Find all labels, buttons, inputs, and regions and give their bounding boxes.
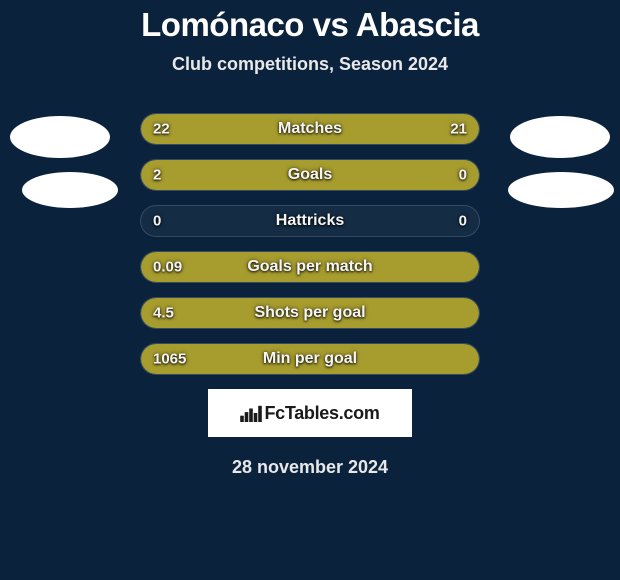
stat-row: 2 0 Goals bbox=[140, 159, 480, 191]
stat-row: 1065 Min per goal bbox=[140, 343, 480, 375]
stat-label: Min per goal bbox=[263, 350, 357, 368]
footer-date: 28 november 2024 bbox=[0, 457, 620, 478]
player-left-avatar-2 bbox=[22, 172, 118, 208]
stat-row: 0.09 Goals per match bbox=[140, 251, 480, 283]
player-right-avatar-1 bbox=[510, 116, 610, 158]
stat-row: 22 21 Matches bbox=[140, 113, 480, 145]
stat-row: 0 0 Hattricks bbox=[140, 205, 480, 237]
stat-label: Goals per match bbox=[247, 258, 372, 276]
value-left: 22 bbox=[153, 121, 170, 138]
value-right: 21 bbox=[450, 121, 467, 138]
logo-box: FcTables.com bbox=[208, 389, 412, 437]
player-right-avatar-2 bbox=[508, 172, 614, 208]
value-left: 0.09 bbox=[153, 259, 182, 276]
stat-row: 4.5 Shots per goal bbox=[140, 297, 480, 329]
comparison-chart: 22 21 Matches 2 0 Goals 0 0 Hattricks 0.09 Goals p… bbox=[140, 113, 480, 375]
value-right: 0 bbox=[459, 213, 467, 230]
logo-text: FcTables.com bbox=[264, 403, 379, 424]
player-left-avatar-1 bbox=[10, 116, 110, 158]
value-left: 2 bbox=[153, 167, 161, 184]
bar-right-pill bbox=[419, 160, 479, 190]
stat-label: Hattricks bbox=[276, 212, 344, 230]
fctables-icon bbox=[240, 404, 262, 422]
value-left: 4.5 bbox=[153, 305, 174, 322]
value-left: 0 bbox=[153, 213, 161, 230]
value-right: 0 bbox=[459, 167, 467, 184]
page-title: Lomónaco vs Abascia bbox=[0, 6, 620, 44]
page-subtitle: Club competitions, Season 2024 bbox=[0, 54, 620, 75]
value-left: 1065 bbox=[153, 351, 186, 368]
stat-label: Goals bbox=[288, 166, 332, 184]
stat-label: Matches bbox=[278, 120, 342, 138]
stat-label: Shots per goal bbox=[254, 304, 365, 322]
